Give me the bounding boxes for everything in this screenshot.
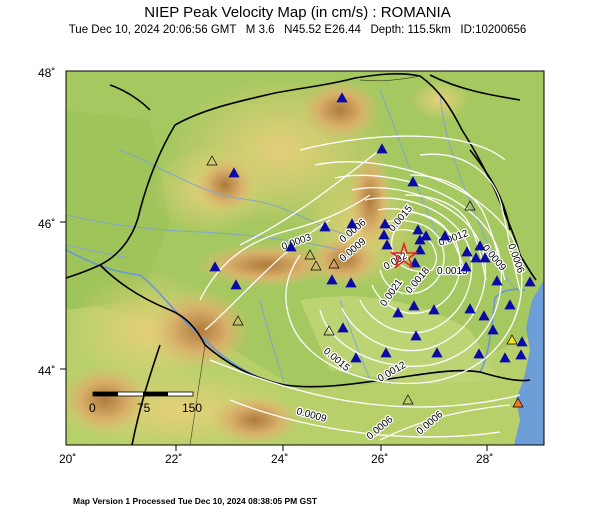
scale-bar: 0 75 150 [89,391,202,415]
station-triangle-icon [479,252,491,263]
station-triangle-icon [326,274,338,285]
lon-label-28: 28˚ [476,452,493,466]
station-triangle-icon [228,167,240,178]
station-triangle-icon [378,229,390,240]
station-triangle-icon [420,230,432,241]
station-triangle-icon [524,276,536,287]
station-triangle-icon [515,349,527,360]
station-triangle-icon [487,324,499,335]
station-triangle-icon [304,249,316,260]
station-triangle-icon [285,241,297,252]
station-triangle-icon [473,348,485,359]
station-triangle-icon [410,330,422,341]
lat-label-44: 44˚ [38,364,55,378]
event-date: Tue Dec 10, 2024 20:06:56 GMT [68,24,237,36]
station-triangle-icon [379,218,391,229]
station-triangle-icon [412,224,424,235]
lon-label-20: 20˚ [59,452,76,466]
seismic-stations [206,92,536,408]
pgv-contours [199,135,523,441]
event-depth: Depth: 115.5km [370,24,451,36]
station-triangle-icon [209,261,221,272]
station-triangle-icon [381,239,393,250]
station-triangle-icon [431,347,443,358]
event-info: Tue Dec 10, 2024 20:06:56 GMT M 3.6 N45.… [0,24,595,36]
station-triangle-icon [402,394,414,405]
frame-ticks [60,221,488,451]
station-triangle-icon [319,221,331,232]
station-triangle-icon [491,275,503,286]
station-triangle-icon [328,258,340,269]
station-triangle-icon [206,155,218,166]
station-triangle-icon [512,397,524,408]
station-triangle-icon [230,279,242,290]
lon-label-22: 22˚ [165,452,182,466]
station-triangle-icon [461,246,473,257]
station-triangle-icon [323,325,335,336]
station-triangle-icon [474,240,486,251]
contour-label: 0.0015 [437,266,468,277]
station-triangle-icon [470,252,482,263]
station-triangle-icon [346,218,358,229]
station-triangle-icon [336,92,348,103]
country-borders [66,73,537,445]
station-triangle-icon [478,310,490,321]
station-triangle-icon [428,304,440,315]
lat-label-46: 46˚ [38,217,55,231]
lat-label-48: 48˚ [38,66,55,80]
event-magnitude: M 3.6 [245,24,275,36]
station-triangle-icon [232,315,244,326]
scale-label-0: 0 [89,401,96,415]
event-id: ID:10200656 [460,24,527,36]
footer-processed: Map Version 1 Processed Tue Dec 10, 2024… [73,496,318,506]
station-triangle-icon [376,143,388,154]
map-title: NIEP Peak Velocity Map (in cm/s) : ROMAN… [144,4,451,21]
station-triangle-icon [409,257,421,268]
station-triangle-icon [350,352,362,363]
station-triangle-icon [407,176,419,187]
scale-label-150: 150 [182,401,202,415]
station-triangle-icon [380,347,392,358]
station-triangle-icon [337,322,349,333]
station-triangle-icon [460,261,472,272]
station-triangle-icon [504,299,516,310]
station-triangle-icon [516,336,528,347]
station-triangle-icon [414,244,426,255]
station-triangle-icon [464,303,476,314]
station-triangle-icon [506,334,518,345]
station-triangle-icon [408,300,420,311]
event-location: N45.52 E26.44 [284,24,361,36]
lon-label-24: 24˚ [271,452,288,466]
station-triangle-icon [392,307,404,318]
station-triangle-icon [464,200,476,211]
scale-label-75: 75 [137,401,151,415]
station-triangle-icon [499,352,511,363]
lon-label-26: 26˚ [371,452,388,466]
station-triangle-icon [439,230,451,241]
station-triangle-icon [345,277,357,288]
epicenter-star [389,241,419,270]
station-triangle-icon [310,260,322,271]
